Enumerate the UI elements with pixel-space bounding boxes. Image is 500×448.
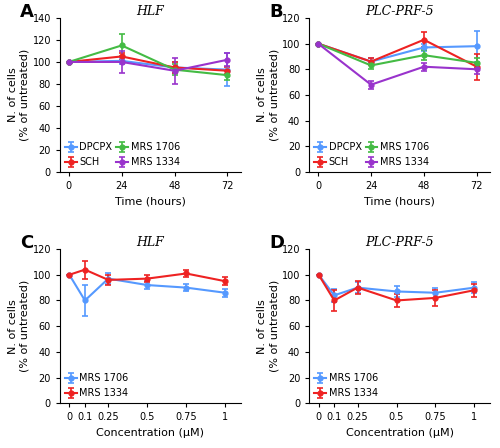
Title: HLF: HLF xyxy=(136,236,164,249)
X-axis label: Time (hours): Time (hours) xyxy=(115,197,186,207)
Title: PLC-PRF-5: PLC-PRF-5 xyxy=(366,236,434,249)
X-axis label: Concentration (μM): Concentration (μM) xyxy=(96,428,204,438)
Y-axis label: N. of cells
(% of untreated): N. of cells (% of untreated) xyxy=(8,280,30,372)
Title: HLF: HLF xyxy=(136,5,164,18)
Y-axis label: N. of cells
(% of untreated): N. of cells (% of untreated) xyxy=(8,49,30,141)
Text: D: D xyxy=(270,234,284,252)
Y-axis label: N. of cells
(% of untreated): N. of cells (% of untreated) xyxy=(258,49,279,141)
Text: B: B xyxy=(270,3,283,21)
Y-axis label: N. of cells
(% of untreated): N. of cells (% of untreated) xyxy=(258,280,279,372)
Legend: DPCPX, SCH, MRS 1706, MRS 1334: DPCPX, SCH, MRS 1706, MRS 1334 xyxy=(65,142,180,167)
X-axis label: Time (hours): Time (hours) xyxy=(364,197,435,207)
Legend: MRS 1706, MRS 1334: MRS 1706, MRS 1334 xyxy=(314,374,378,398)
Text: A: A xyxy=(20,3,34,21)
X-axis label: Concentration (μM): Concentration (μM) xyxy=(346,428,454,438)
Legend: DPCPX, SCH, MRS 1706, MRS 1334: DPCPX, SCH, MRS 1706, MRS 1334 xyxy=(314,142,430,167)
Text: C: C xyxy=(20,234,34,252)
Legend: MRS 1706, MRS 1334: MRS 1706, MRS 1334 xyxy=(65,374,128,398)
Title: PLC-PRF-5: PLC-PRF-5 xyxy=(366,5,434,18)
